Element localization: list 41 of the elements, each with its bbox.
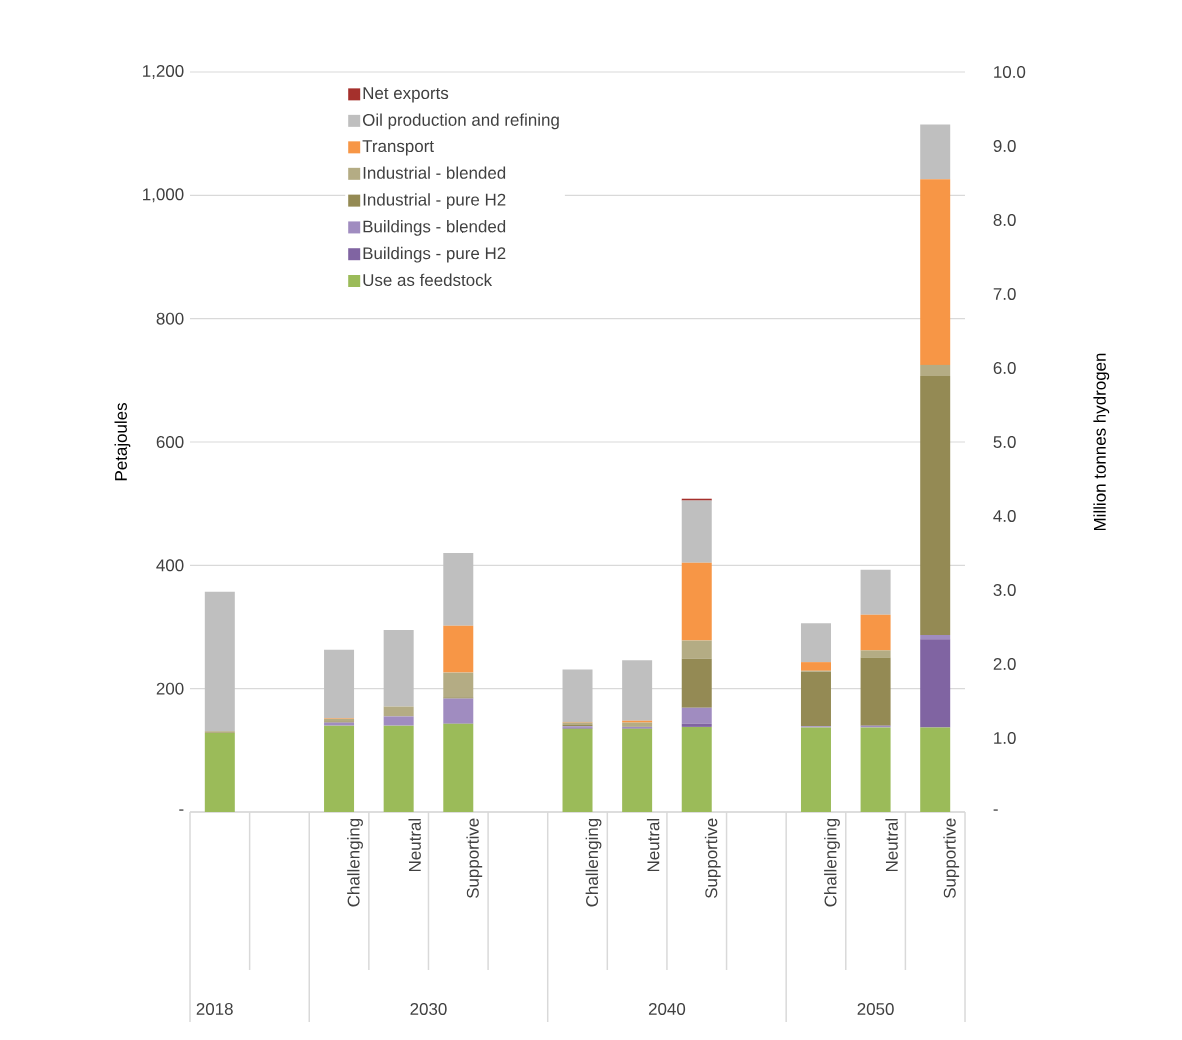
text: 2030 <box>410 1002 447 1015</box>
legend-label: Buildings - pure H2 <box>363 246 506 263</box>
legend-label: Industrial - pure H2 <box>363 193 506 210</box>
y2-tick-label: - <box>993 809 998 811</box>
legend-label: Transport <box>362 140 434 156</box>
y2-tick-label: 1.0 <box>994 731 1016 744</box>
x-tick-label: Neutral <box>646 818 660 872</box>
y2-tick-label: 7.0 <box>993 287 1016 300</box>
legend-label: Net exports <box>363 87 449 103</box>
legend-label: Industrial - blended <box>363 166 506 179</box>
text: 2050 <box>857 1002 894 1015</box>
legend-label: Oil production and refining <box>362 113 559 130</box>
x-tick-label: Challenging <box>347 818 363 907</box>
legend-label: Buildings - blended <box>363 220 506 236</box>
x-tick-label: Neutral <box>408 818 421 872</box>
x-tick-label: Neutral <box>885 818 898 872</box>
y-tick-label: 200 <box>156 682 184 695</box>
x-tick-label: Supportive <box>943 818 960 899</box>
y2-tick-label: 4.0 <box>993 509 1016 522</box>
y-axis-title: Petajoules <box>114 403 131 481</box>
y-tick-label: - <box>179 809 184 811</box>
y-tick-label: 600 <box>156 435 184 448</box>
y2-axis-title: Million tonnes hydrogen <box>1093 353 1110 531</box>
y-tick-label: 1,200 <box>143 64 184 79</box>
text: 2040 <box>648 1002 686 1015</box>
text: 2018 <box>196 1002 233 1015</box>
y2-tick-label: 9.0 <box>993 139 1016 152</box>
y2-tick-label: 3.0 <box>993 583 1016 596</box>
y2-tick-label: 8.0 <box>993 213 1016 226</box>
x-tick-label: Challenging <box>824 818 840 907</box>
x-tick-label: Supportive <box>704 818 721 899</box>
y2-tick-label: 6.0 <box>993 361 1016 374</box>
x-tick-label: Supportive <box>466 818 483 899</box>
y-tick-label: 800 <box>156 312 184 325</box>
x-tick-label: Challenging <box>585 818 602 907</box>
y2-tick-label: 2.0 <box>993 657 1016 670</box>
legend-label: Use as feedstock <box>363 273 493 287</box>
y2-tick-label: 10.0 <box>994 65 1026 78</box>
y2-tick-label: 5.0 <box>993 435 1016 448</box>
y-tick-label: 1,000 <box>143 188 184 203</box>
y-tick-label: 400 <box>156 559 184 572</box>
